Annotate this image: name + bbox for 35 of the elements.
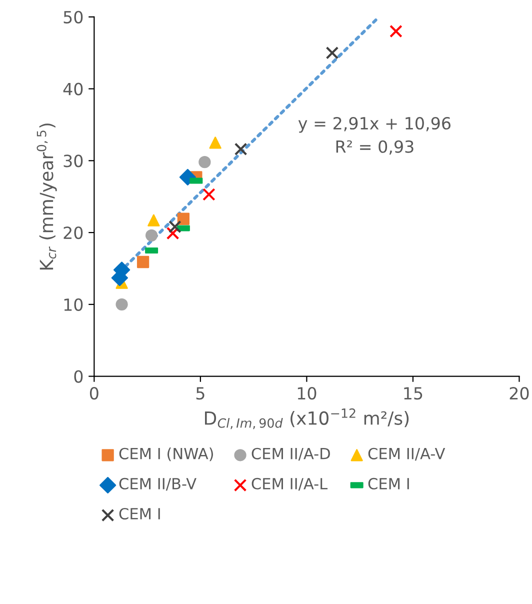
- point: [209, 136, 222, 149]
- point: [148, 214, 160, 226]
- annotation: R² = 0,93: [336, 140, 414, 155]
- point: [177, 212, 190, 225]
- legend-label: CEM II/A-D: [252, 448, 330, 461]
- x-tick-label: 0: [90, 387, 98, 400]
- point: [234, 142, 248, 156]
- legend-label: CEM I: [368, 478, 409, 490]
- point: [168, 220, 182, 234]
- point: [198, 156, 211, 168]
- y-tick-label: 50: [64, 10, 83, 24]
- point: [116, 298, 128, 310]
- x-axis-title: D$_{Cl,Im,90d}$ (x10$^{−12}$ m²/s): [205, 408, 409, 430]
- y-tick-label: 30: [64, 154, 83, 168]
- y-tick-label: 40: [63, 82, 83, 96]
- x-tick-label: 20: [510, 387, 529, 400]
- y-axis-title: K$_{cr}$ (mm/year$^{0,5}$): [36, 124, 57, 270]
- legend-label: CEM I (NWA): [119, 448, 213, 462]
- y-tick-label: 10: [64, 298, 83, 311]
- legend-label: CEM I: [119, 508, 160, 520]
- point: [326, 46, 339, 60]
- x-tick-label: 15: [404, 387, 422, 400]
- legend-label: CEM II/A-L: [252, 478, 328, 491]
- y-tick-label: 0: [74, 370, 83, 383]
- annotation: y = 2,91x + 10,96: [298, 116, 450, 133]
- y-tick-label: 20: [64, 226, 83, 240]
- x-tick-label: 10: [298, 387, 316, 400]
- point: [390, 24, 402, 38]
- x-tick-label: 5: [196, 387, 204, 400]
- point: [145, 229, 158, 242]
- point: [136, 256, 150, 268]
- legend-label: CEM II/B-V: [119, 478, 196, 491]
- point: [166, 226, 180, 240]
- point: [202, 188, 216, 201]
- legend-label: CEM II/A-V: [368, 448, 446, 461]
